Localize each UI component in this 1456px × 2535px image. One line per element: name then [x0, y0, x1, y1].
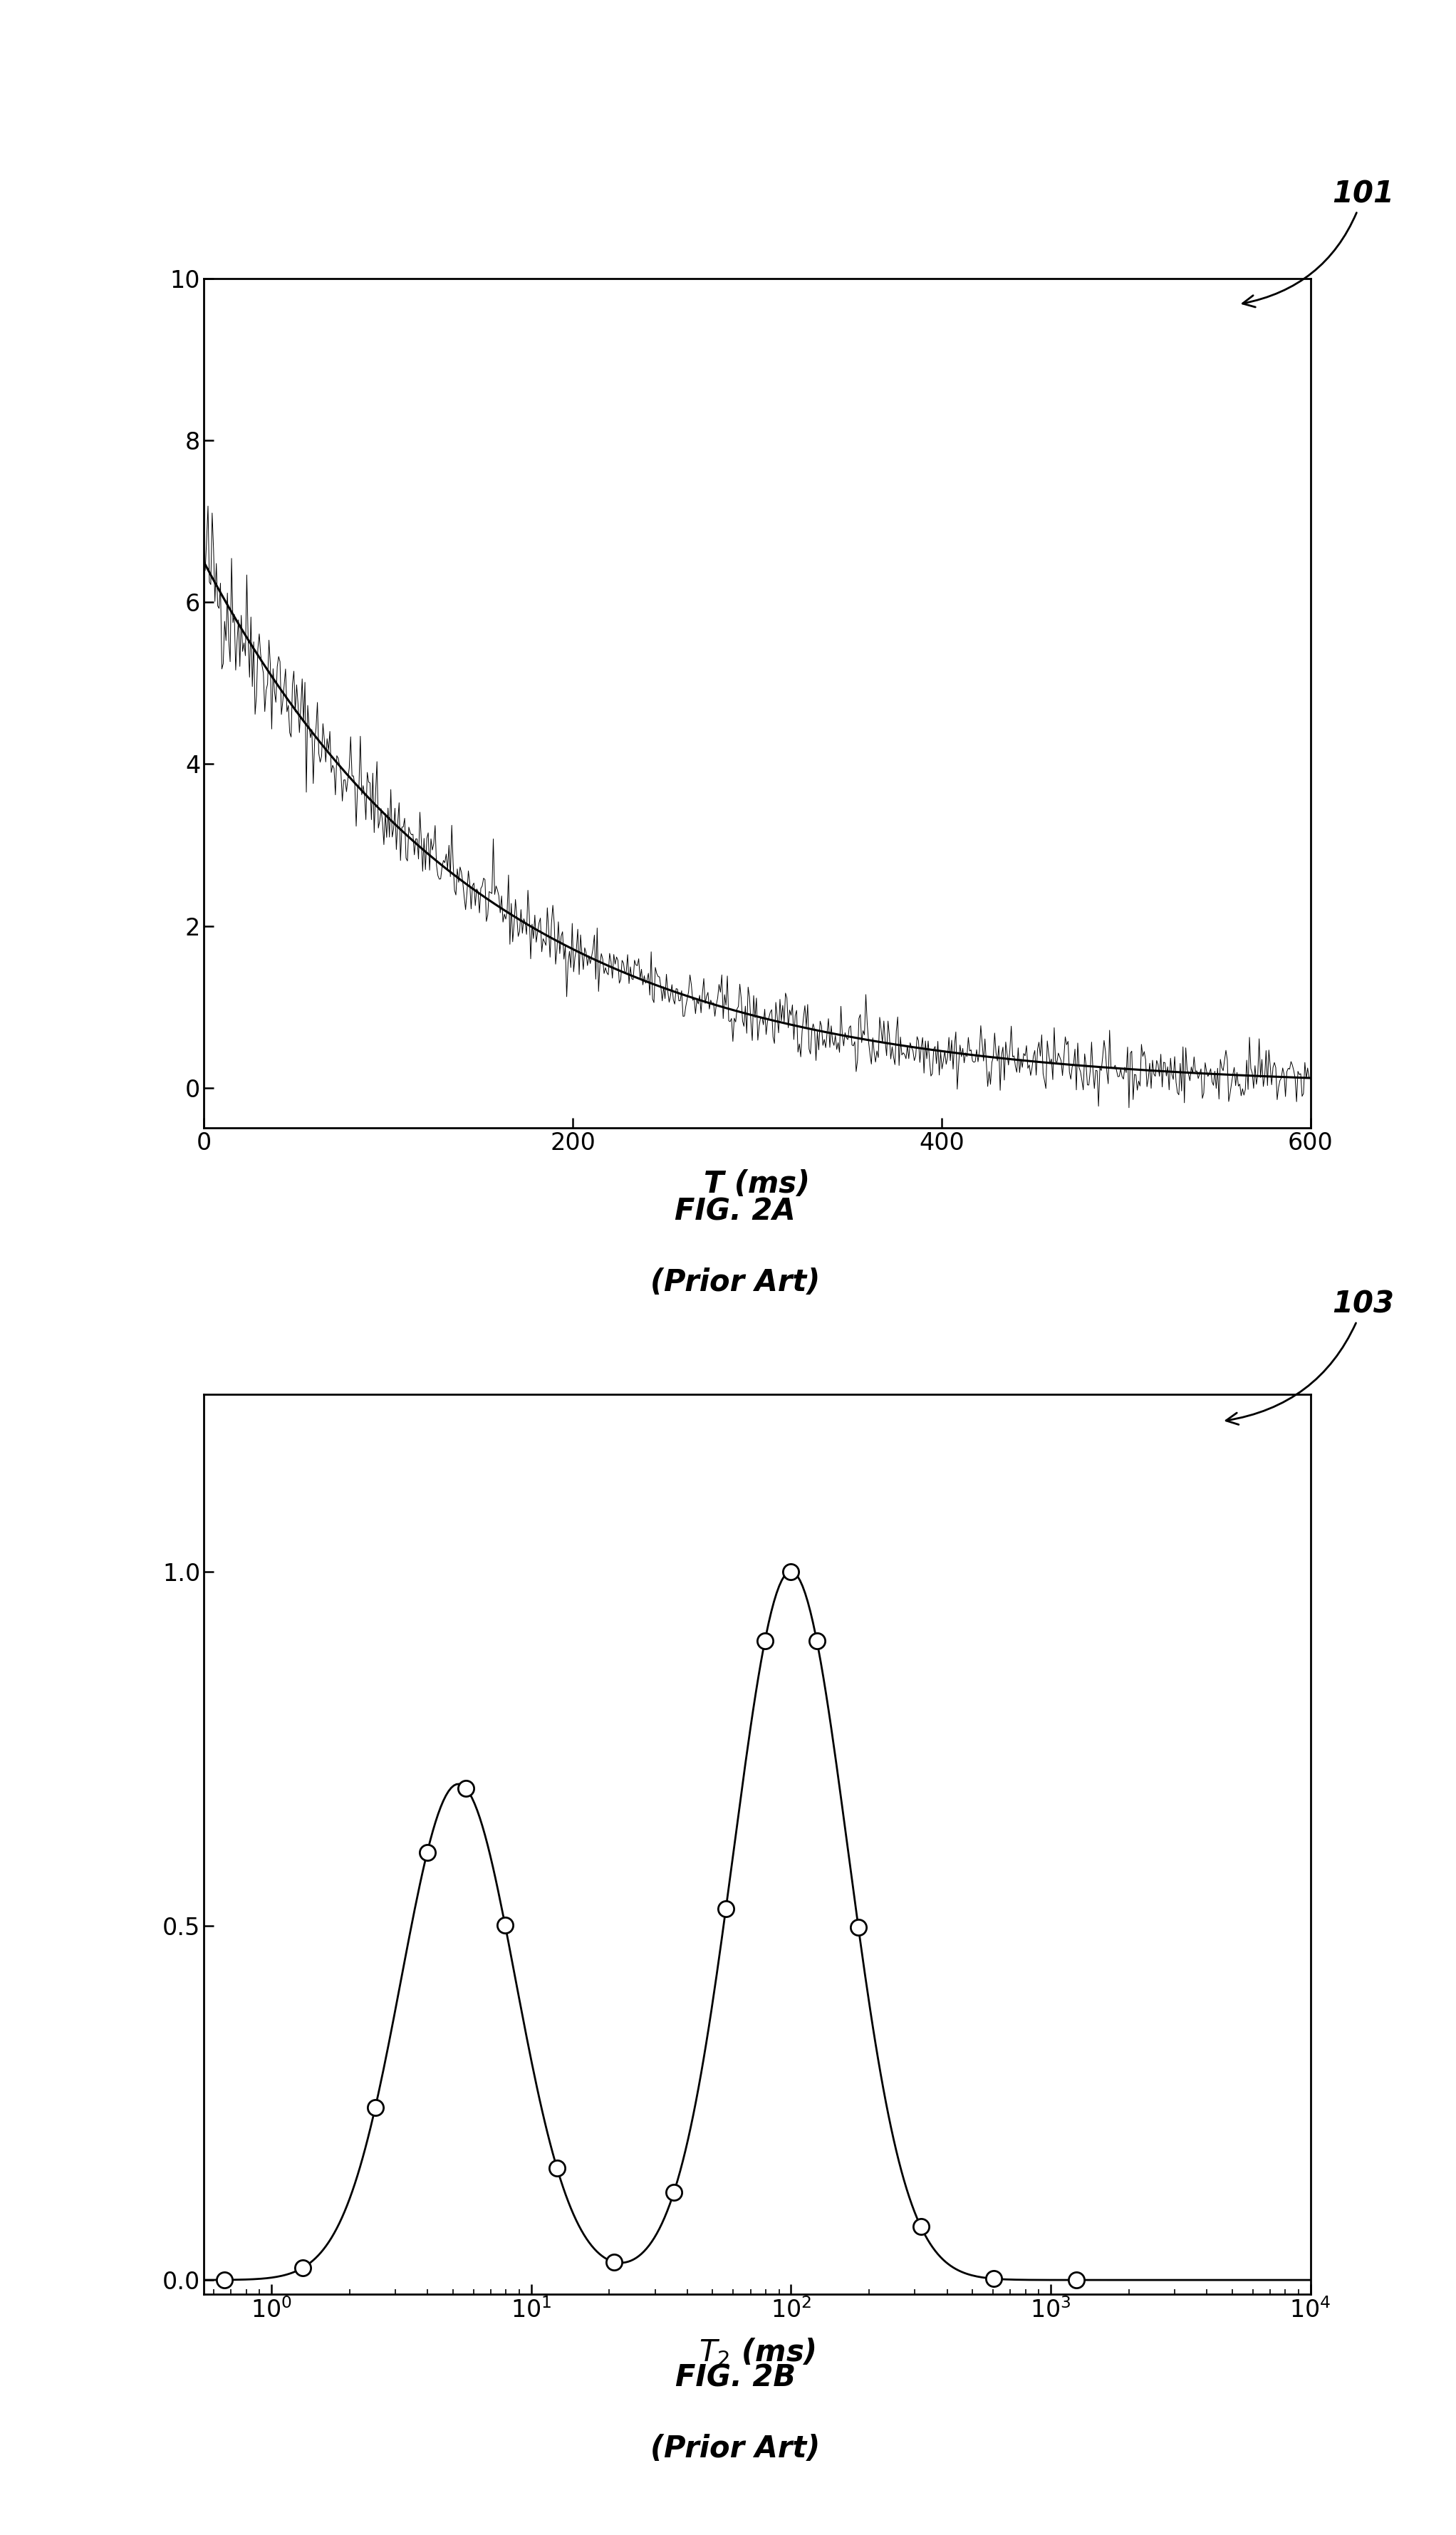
Text: FIG. 2A: FIG. 2A [676, 1197, 795, 1227]
X-axis label: T (ms): T (ms) [705, 1169, 810, 1199]
Text: FIG. 2B: FIG. 2B [676, 2363, 795, 2393]
Text: 101: 101 [1242, 180, 1395, 307]
Text: 103: 103 [1226, 1290, 1395, 1425]
Text: (Prior Art): (Prior Art) [651, 1268, 820, 1298]
X-axis label: $T_2$ (ms): $T_2$ (ms) [699, 2337, 815, 2368]
Text: (Prior Art): (Prior Art) [651, 2434, 820, 2464]
